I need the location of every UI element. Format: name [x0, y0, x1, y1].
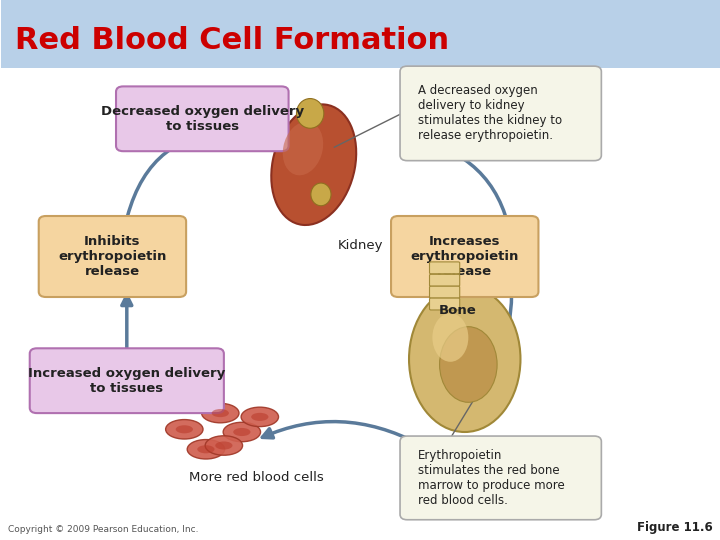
Ellipse shape [215, 442, 233, 449]
Ellipse shape [212, 409, 229, 417]
Text: More red blood cells: More red blood cells [189, 471, 323, 484]
Text: Increases
erythropoietin
release: Increases erythropoietin release [410, 235, 519, 278]
Ellipse shape [297, 98, 324, 129]
Text: Copyright © 2009 Pearson Education, Inc.: Copyright © 2009 Pearson Education, Inc. [8, 524, 199, 534]
FancyBboxPatch shape [400, 66, 601, 160]
Ellipse shape [271, 104, 356, 225]
Ellipse shape [202, 403, 239, 423]
Text: Decreased oxygen delivery
to tissues: Decreased oxygen delivery to tissues [101, 105, 304, 133]
Ellipse shape [409, 286, 521, 432]
Ellipse shape [205, 436, 243, 455]
Ellipse shape [440, 327, 497, 402]
FancyBboxPatch shape [30, 348, 224, 413]
Ellipse shape [223, 422, 261, 442]
Text: Kidney: Kidney [338, 239, 383, 252]
FancyBboxPatch shape [400, 436, 601, 519]
Ellipse shape [166, 420, 203, 439]
FancyBboxPatch shape [391, 216, 539, 297]
FancyBboxPatch shape [39, 216, 186, 297]
FancyBboxPatch shape [430, 262, 459, 274]
Ellipse shape [233, 428, 251, 436]
Text: Bone: Bone [438, 304, 477, 317]
FancyBboxPatch shape [1, 0, 720, 68]
Ellipse shape [241, 407, 279, 427]
Ellipse shape [283, 122, 323, 176]
Text: Erythropoietin
stimulates the red bone
marrow to produce more
red blood cells.: Erythropoietin stimulates the red bone m… [418, 449, 564, 507]
FancyBboxPatch shape [430, 298, 459, 310]
FancyBboxPatch shape [430, 286, 459, 298]
Text: A decreased oxygen
delivery to kidney
stimulates the kidney to
release erythropo: A decreased oxygen delivery to kidney st… [418, 84, 562, 143]
Ellipse shape [251, 413, 269, 421]
Ellipse shape [187, 440, 225, 459]
FancyBboxPatch shape [430, 274, 459, 286]
Text: Inhibits
erythropoietin
release: Inhibits erythropoietin release [58, 235, 166, 278]
Ellipse shape [433, 313, 468, 362]
Ellipse shape [197, 445, 215, 454]
Ellipse shape [311, 183, 331, 206]
Text: Red Blood Cell Formation: Red Blood Cell Formation [15, 26, 449, 55]
Text: Increased oxygen delivery
to tissues: Increased oxygen delivery to tissues [28, 367, 225, 395]
Ellipse shape [176, 426, 193, 433]
FancyBboxPatch shape [116, 86, 289, 151]
Text: Figure 11.6: Figure 11.6 [637, 521, 713, 534]
